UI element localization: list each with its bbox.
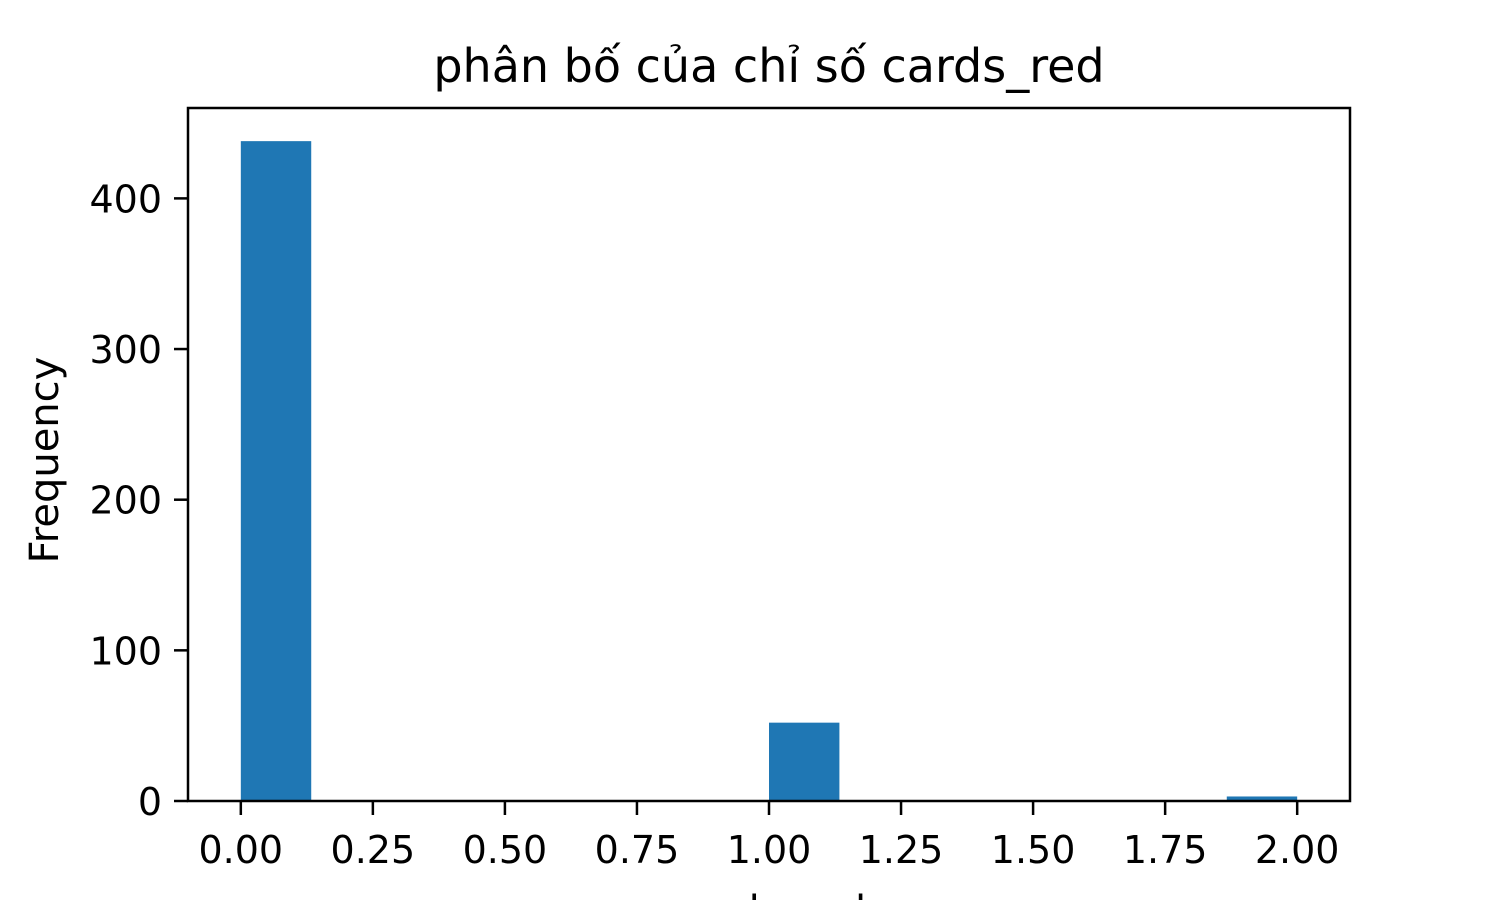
bars-group bbox=[240, 141, 1298, 801]
x-axis-ticks: 0.00 0.25 0.50 0.75 1.00 1.25 1.50 1.75 2.00 bbox=[199, 801, 1340, 872]
x-tick-label: 1.75 bbox=[1123, 828, 1208, 872]
bar-2 bbox=[1226, 796, 1298, 801]
y-tick-label: 0 bbox=[138, 780, 162, 824]
y-tick-label: 400 bbox=[89, 177, 162, 221]
y-tick-label: 300 bbox=[89, 328, 162, 372]
x-tick-label: 0.75 bbox=[595, 828, 680, 872]
x-tick-label: 1.50 bbox=[991, 828, 1076, 872]
y-tick-label: 100 bbox=[89, 629, 162, 673]
x-tick-label: 0.00 bbox=[199, 828, 284, 872]
x-axis-label: cards_red bbox=[672, 888, 866, 900]
bar-0 bbox=[240, 141, 312, 801]
x-tick-label: 0.50 bbox=[463, 828, 548, 872]
y-tick-label: 200 bbox=[89, 479, 162, 523]
y-axis-ticks: 0 100 200 300 400 bbox=[89, 177, 188, 824]
chart-title: phân bố của chỉ số cards_red bbox=[433, 39, 1104, 93]
plot-frame bbox=[186, 106, 1352, 803]
y-axis-label: Frequency bbox=[22, 357, 68, 564]
bar-1 bbox=[769, 722, 840, 801]
x-tick-label: 1.25 bbox=[859, 828, 944, 872]
x-tick-label: 1.00 bbox=[727, 828, 812, 872]
x-tick-label: 2.00 bbox=[1255, 828, 1340, 872]
x-tick-label: 0.25 bbox=[331, 828, 416, 872]
